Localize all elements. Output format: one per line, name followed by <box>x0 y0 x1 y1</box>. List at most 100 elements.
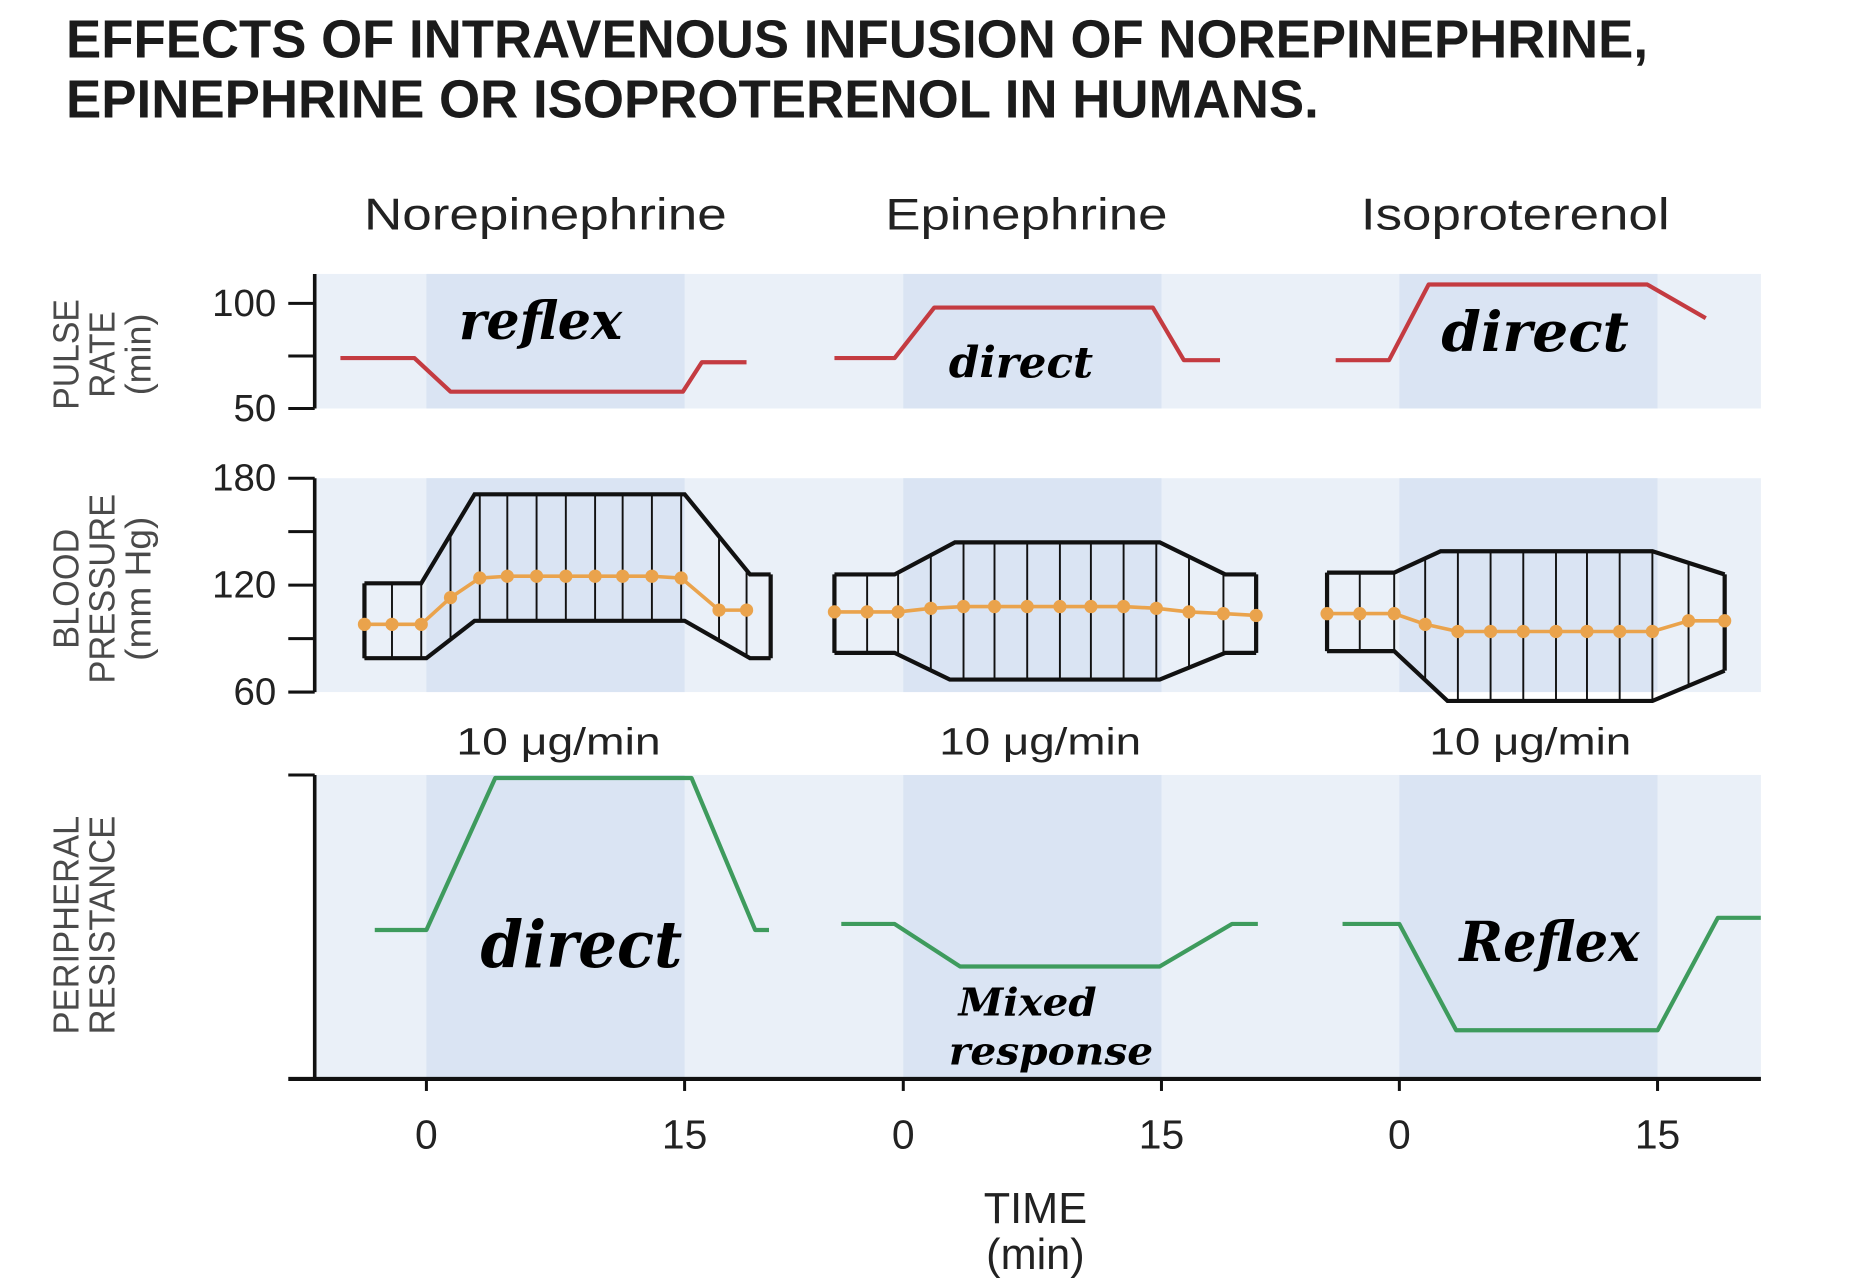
blood-pressure-group-norepinephrine <box>357 492 773 661</box>
y-tick-label: 100 <box>212 282 276 325</box>
note-epinephrine-pulse-rate: direct <box>949 337 1093 388</box>
blood-pressure-group-epinephrine <box>827 540 1263 682</box>
bp-mean-point <box>385 617 399 631</box>
bp-mean-point <box>1483 624 1498 639</box>
dose-label-epinephrine: 10 μg/min <box>939 721 1141 764</box>
x-tick-label: 0 <box>1388 1112 1411 1158</box>
bp-mean-point <box>1053 599 1067 614</box>
column-header-norepinephrine: Norepinephrine <box>364 190 727 239</box>
y-axis-label-blood-pressure-line-3: (mm Hg) <box>118 517 159 661</box>
bp-mean-point <box>1549 624 1563 639</box>
infusion-period-norepinephrine <box>426 273 685 409</box>
bp-mean-point <box>357 617 372 631</box>
peripheral-resistance-line-isoproterenol <box>1342 915 1761 1033</box>
x-axis-label-line-1: TIME <box>984 1185 1087 1233</box>
bp-mean-point <box>588 569 602 583</box>
infusion-period-epinephrine <box>903 774 1162 1079</box>
bp-mean-point <box>674 571 688 585</box>
bp-diastolic-line-epinephrine <box>834 650 1257 682</box>
data-marks <box>340 282 1761 1033</box>
bp-mean-point <box>1084 599 1098 614</box>
dose-label-isoproterenol: 10 μg/min <box>1429 721 1631 764</box>
note-epinephrine-resistance-line-1: Mixed <box>956 980 1096 1025</box>
bp-mean-point <box>1149 601 1163 615</box>
handwritten-notes: reflex direct direct direct Mixed respon… <box>459 290 1641 1075</box>
bp-mean-point <box>1216 607 1231 621</box>
y-axis-label-peripheral-resistance-line-1: PERIPHERAL <box>46 816 87 1035</box>
bp-mean-point <box>1418 617 1432 631</box>
figure-title-line-1: EFFECTS OF INTRAVENOUS INFUSION OF NOREP… <box>66 10 1648 70</box>
note-norepinephrine-resistance: direct <box>480 907 682 983</box>
bp-mean-point <box>924 601 938 615</box>
x-tick-label: 15 <box>662 1112 707 1158</box>
bp-mean-point <box>1580 624 1594 639</box>
x-tick-label: 15 <box>1139 1112 1184 1158</box>
bp-mean-point <box>473 571 487 585</box>
y-tick-label: 180 <box>212 457 276 500</box>
infusion-period-isoproterenol <box>1399 478 1658 693</box>
bp-mean-point <box>616 569 630 583</box>
infusion-period-isoproterenol <box>1399 273 1658 409</box>
x-tick-label: 15 <box>1635 1112 1680 1158</box>
note-isoproterenol-pulse-rate: direct <box>1441 300 1628 365</box>
axes: 50 100 60 120 180 0 15 0 15 0 15 <box>212 273 1761 1158</box>
bp-mean-point <box>1718 614 1732 628</box>
infusion-period-epinephrine <box>903 273 1162 409</box>
panel-backgrounds <box>314 273 1761 1079</box>
x-axis-label-line-2: (min) <box>986 1231 1084 1279</box>
bp-mean-point <box>1116 599 1131 614</box>
bp-systolic-line-isoproterenol <box>1327 549 1726 577</box>
bp-mean-point <box>645 569 659 583</box>
y-tick-label: 120 <box>212 564 276 607</box>
x-tick-label: 0 <box>892 1112 915 1158</box>
note-isoproterenol-resistance: Reflex <box>1458 910 1641 975</box>
figure-title-line-2: EPINEPHRINE OR ISOPROTERENOL IN HUMANS. <box>66 70 1319 130</box>
column-header-isoproterenol: Isoproterenol <box>1361 190 1670 239</box>
bp-mean-point <box>956 599 971 614</box>
y-tick-label: 50 <box>234 387 277 430</box>
bp-mean-point <box>414 617 428 631</box>
y-axis-label-blood-pressure-line-2: PRESSURE <box>82 494 123 684</box>
bp-mean-point <box>443 590 458 605</box>
bp-mean-point <box>1645 624 1659 639</box>
y-axis-label-peripheral-resistance-line-2: RESISTANCE <box>82 816 123 1035</box>
bp-mean-point <box>1681 614 1696 628</box>
bp-systolic-line-epinephrine <box>834 540 1257 577</box>
bp-mean-point <box>739 603 754 617</box>
y-tick-label: 60 <box>234 671 277 714</box>
bp-mean-point <box>529 569 544 583</box>
bp-mean-point <box>1353 607 1367 621</box>
bp-mean-point <box>1451 624 1465 639</box>
bp-mean-point <box>1320 607 1334 621</box>
bp-diastolic-line-isoproterenol <box>1327 648 1726 704</box>
bp-mean-point <box>1182 605 1196 619</box>
dose-label-norepinephrine: 10 μg/min <box>456 721 660 764</box>
infusion-period-epinephrine <box>903 478 1162 693</box>
blood-pressure-group-isoproterenol <box>1320 549 1732 704</box>
y-axis-label-pulse-rate-line-1: PULSE <box>46 299 87 410</box>
peripheral-resistance-line-norepinephrine <box>374 775 769 933</box>
bp-mean-point <box>500 569 514 583</box>
bp-mean-point <box>1613 624 1627 639</box>
infusion-period-norepinephrine <box>426 774 685 1079</box>
note-epinephrine-resistance-line-2: response <box>949 1030 1153 1075</box>
y-axis-label-blood-pressure-line-1: BLOOD <box>46 529 87 649</box>
bp-systolic-line-norepinephrine <box>364 492 771 586</box>
pulse-rate-line-isoproterenol <box>1335 282 1707 363</box>
bp-mean-point <box>1020 599 1034 614</box>
bp-mean-point <box>559 569 573 583</box>
y-axis-label-pulse-rate-line-2: RATE <box>82 311 123 398</box>
bp-mean-point <box>712 603 726 617</box>
peripheral-resistance-line-epinephrine <box>841 921 1258 969</box>
pulse-rate-line-epinephrine <box>834 305 1221 363</box>
bp-mean-point <box>891 605 905 619</box>
y-axis-label-pulse-rate-line-3: (min) <box>118 314 159 396</box>
bp-mean-point <box>860 605 874 619</box>
x-tick-label: 0 <box>415 1112 438 1158</box>
bp-mean-point <box>987 599 1002 614</box>
column-header-epinephrine: Epinephrine <box>885 190 1167 239</box>
pulse-rate-line-norepinephrine <box>340 355 747 394</box>
bp-mean-point <box>827 605 842 619</box>
note-norepinephrine-pulse-rate: reflex <box>459 290 623 352</box>
